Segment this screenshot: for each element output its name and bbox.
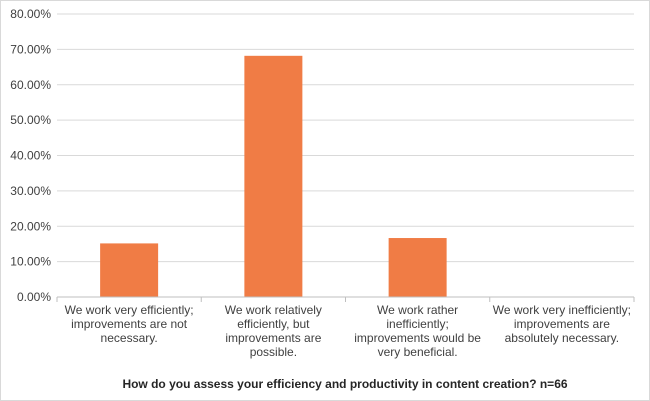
y-tick-label: 10.00% (10, 255, 51, 269)
x-axis (56, 296, 635, 302)
y-axis-ticks: 0.00% 10.00% 20.00% 30.00% 40.00% 50.00% 60.00… (10, 7, 51, 304)
y-tick-label: 50.00% (10, 113, 51, 127)
y-tick-label: 60.00% (10, 78, 51, 92)
x-category-label: We work rather inefficiently; improvements… (354, 303, 481, 359)
x-category-label: We work very efficiently; improvements ar… (65, 303, 194, 345)
y-tick-label: 40.00% (10, 149, 51, 163)
bars (100, 55, 447, 298)
chart-title: How do you assess your efficiency and pr… (122, 377, 567, 391)
bar (388, 238, 447, 297)
x-category-label: We work very inefficiently; improvements … (493, 303, 631, 345)
y-tick-label: 30.00% (10, 184, 51, 198)
x-category-label: We work relatively efficiently, but improv… (225, 303, 322, 359)
y-tick-label: 70.00% (10, 42, 51, 56)
bar (244, 55, 303, 298)
y-tick-label: 80.00% (10, 7, 51, 21)
bar (100, 243, 159, 297)
gridlines (57, 13, 634, 263)
y-tick-label: 20.00% (10, 219, 51, 233)
y-tick-label: 0.00% (17, 290, 51, 304)
x-axis-category-labels: We work very efficiently; improvements ar… (65, 303, 631, 359)
